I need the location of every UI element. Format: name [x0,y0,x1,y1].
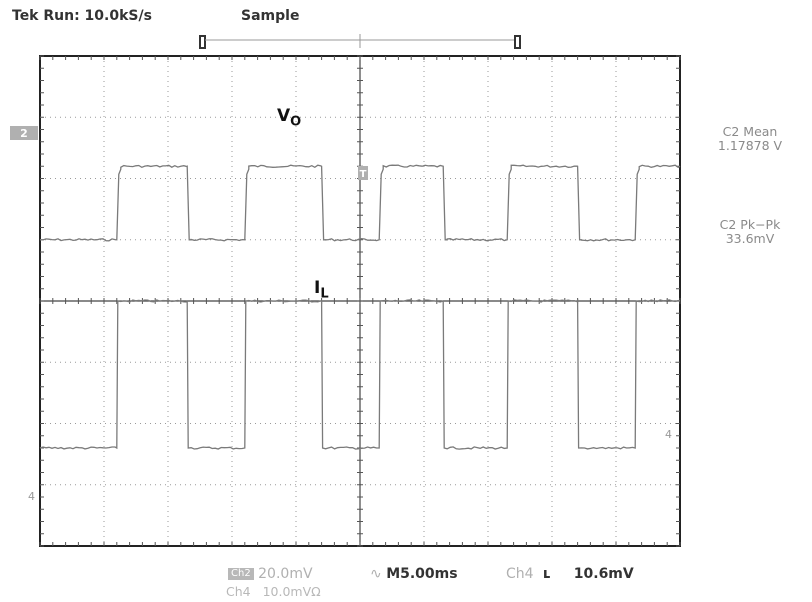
falling-edge-icon: ʟ [538,566,556,582]
pkpk-measurement: C2 Pk−Pk 33.6mV [700,218,800,246]
ch4-label: Ch4 [226,584,251,599]
ch2-marker-box: Ch2 [228,568,254,580]
vo-waveform [39,164,681,242]
il-waveform [39,298,681,450]
il-trace-label: IL [314,278,329,302]
trigger-position-marker: T [358,166,368,180]
ch2-scale-readout: Ch2 20.0mV [228,566,313,582]
vo-trace-label: VO [277,106,302,130]
il-label-sub: L [320,286,329,302]
pkpk-value: 33.6mV [725,231,775,246]
acquisition-status: Tek Run: 10.0kS/s [12,8,152,24]
record-length-indicator [199,34,521,49]
svg-text:2: 2 [20,127,28,140]
trigger-level-marker: 4 [665,428,672,441]
timebase: M5.00ms [386,566,458,582]
trigger-source: Ch4 [506,566,534,582]
pkpk-label: C2 Pk−Pk [719,217,781,232]
trigger-level: 10.6mV [573,566,634,582]
ch2-ground-marker: 2 [10,126,38,140]
ch2-scale: 20.0mV [258,566,313,582]
vo-label-sub: O [290,114,302,130]
mean-label: C2 Mean [722,124,778,139]
timebase-readout: ∿ M5.00ms [370,566,458,582]
mean-value: 1.17878 V [717,138,783,153]
acquisition-mode: Sample [241,8,300,24]
trigger-readout: Ch4 ʟ 10.6mV [506,566,634,582]
ch4-scale: 10.0mVΩ [262,584,321,599]
waveform-traces [39,164,681,450]
svg-text:T: T [360,169,367,180]
mean-measurement: C2 Mean 1.17878 V [700,125,800,153]
ohm-icon: ∿ [370,566,387,582]
ch4-ground-marker: 4 [28,490,35,503]
ch4-scale-readout: Ch4 10.0mVΩ [226,584,321,599]
